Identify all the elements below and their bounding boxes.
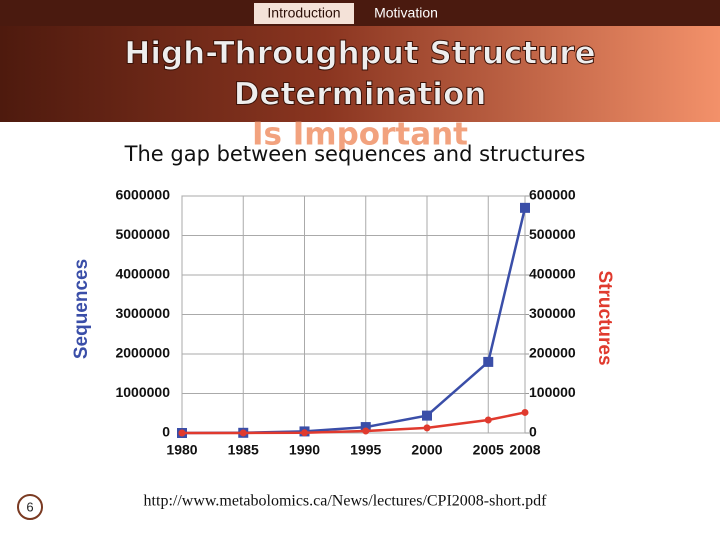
x-tick-label: 1985: [228, 442, 259, 458]
y-tick-label: 4000000: [115, 266, 170, 282]
y-tick-label: 5000000: [115, 226, 170, 242]
y2-tick-label: 100000: [529, 384, 576, 400]
title-line: Determination: [234, 77, 487, 113]
point: [239, 429, 247, 437]
slide-number: 6: [26, 499, 33, 514]
source-url[interactable]: http://www.metabolomics.ca/News/lectures…: [144, 493, 548, 510]
y-tick-label: 6000000: [115, 187, 170, 203]
y-tick-label: 3000000: [115, 305, 170, 321]
y2-tick-label: 600000: [529, 187, 576, 203]
point: [521, 408, 529, 416]
x-tick-label: 2005: [473, 442, 504, 458]
point: [483, 356, 494, 367]
nav-bar: [0, 0, 720, 26]
point: [178, 429, 186, 437]
point: [484, 416, 492, 424]
x-tick-label: 2000: [411, 442, 442, 458]
x-tick-label: 1980: [166, 442, 197, 458]
nav-active: [254, 3, 354, 24]
y-tick-label: 0: [162, 424, 170, 440]
title-bar: [0, 26, 720, 122]
point: [362, 427, 370, 435]
y-tick-label: 1000000: [115, 384, 170, 400]
y2-axis-label: Structures: [594, 270, 615, 365]
y2-tick-label: 0: [529, 424, 537, 440]
title-line: Is Important: [252, 117, 468, 153]
point: [422, 410, 432, 421]
x-tick-label: 1990: [289, 442, 320, 458]
x-tick-label: 2008: [509, 442, 540, 458]
chart-title: The gap between sequences and structures: [124, 142, 586, 166]
point: [520, 202, 530, 213]
point: [360, 422, 371, 433]
nav-item[interactable]: Motivation: [374, 5, 438, 21]
y2-tick-label: 500000: [529, 226, 576, 242]
nav-item[interactable]: Introduction: [267, 5, 340, 21]
y2-tick-label: 300000: [529, 305, 576, 321]
plot: 0100000020000003000000400000050000006000…: [115, 187, 575, 458]
point: [301, 429, 308, 437]
point: [423, 424, 431, 432]
y-axis-label: Sequences: [71, 259, 92, 359]
slide-number-badge: [17, 494, 43, 520]
y2-tick-label: 200000: [529, 345, 576, 361]
y2-tick-label: 400000: [529, 266, 576, 282]
x-tick-label: 1995: [350, 442, 381, 458]
title-line: High-Throughput Structure: [124, 36, 595, 72]
y-tick-label: 2000000: [115, 345, 170, 361]
